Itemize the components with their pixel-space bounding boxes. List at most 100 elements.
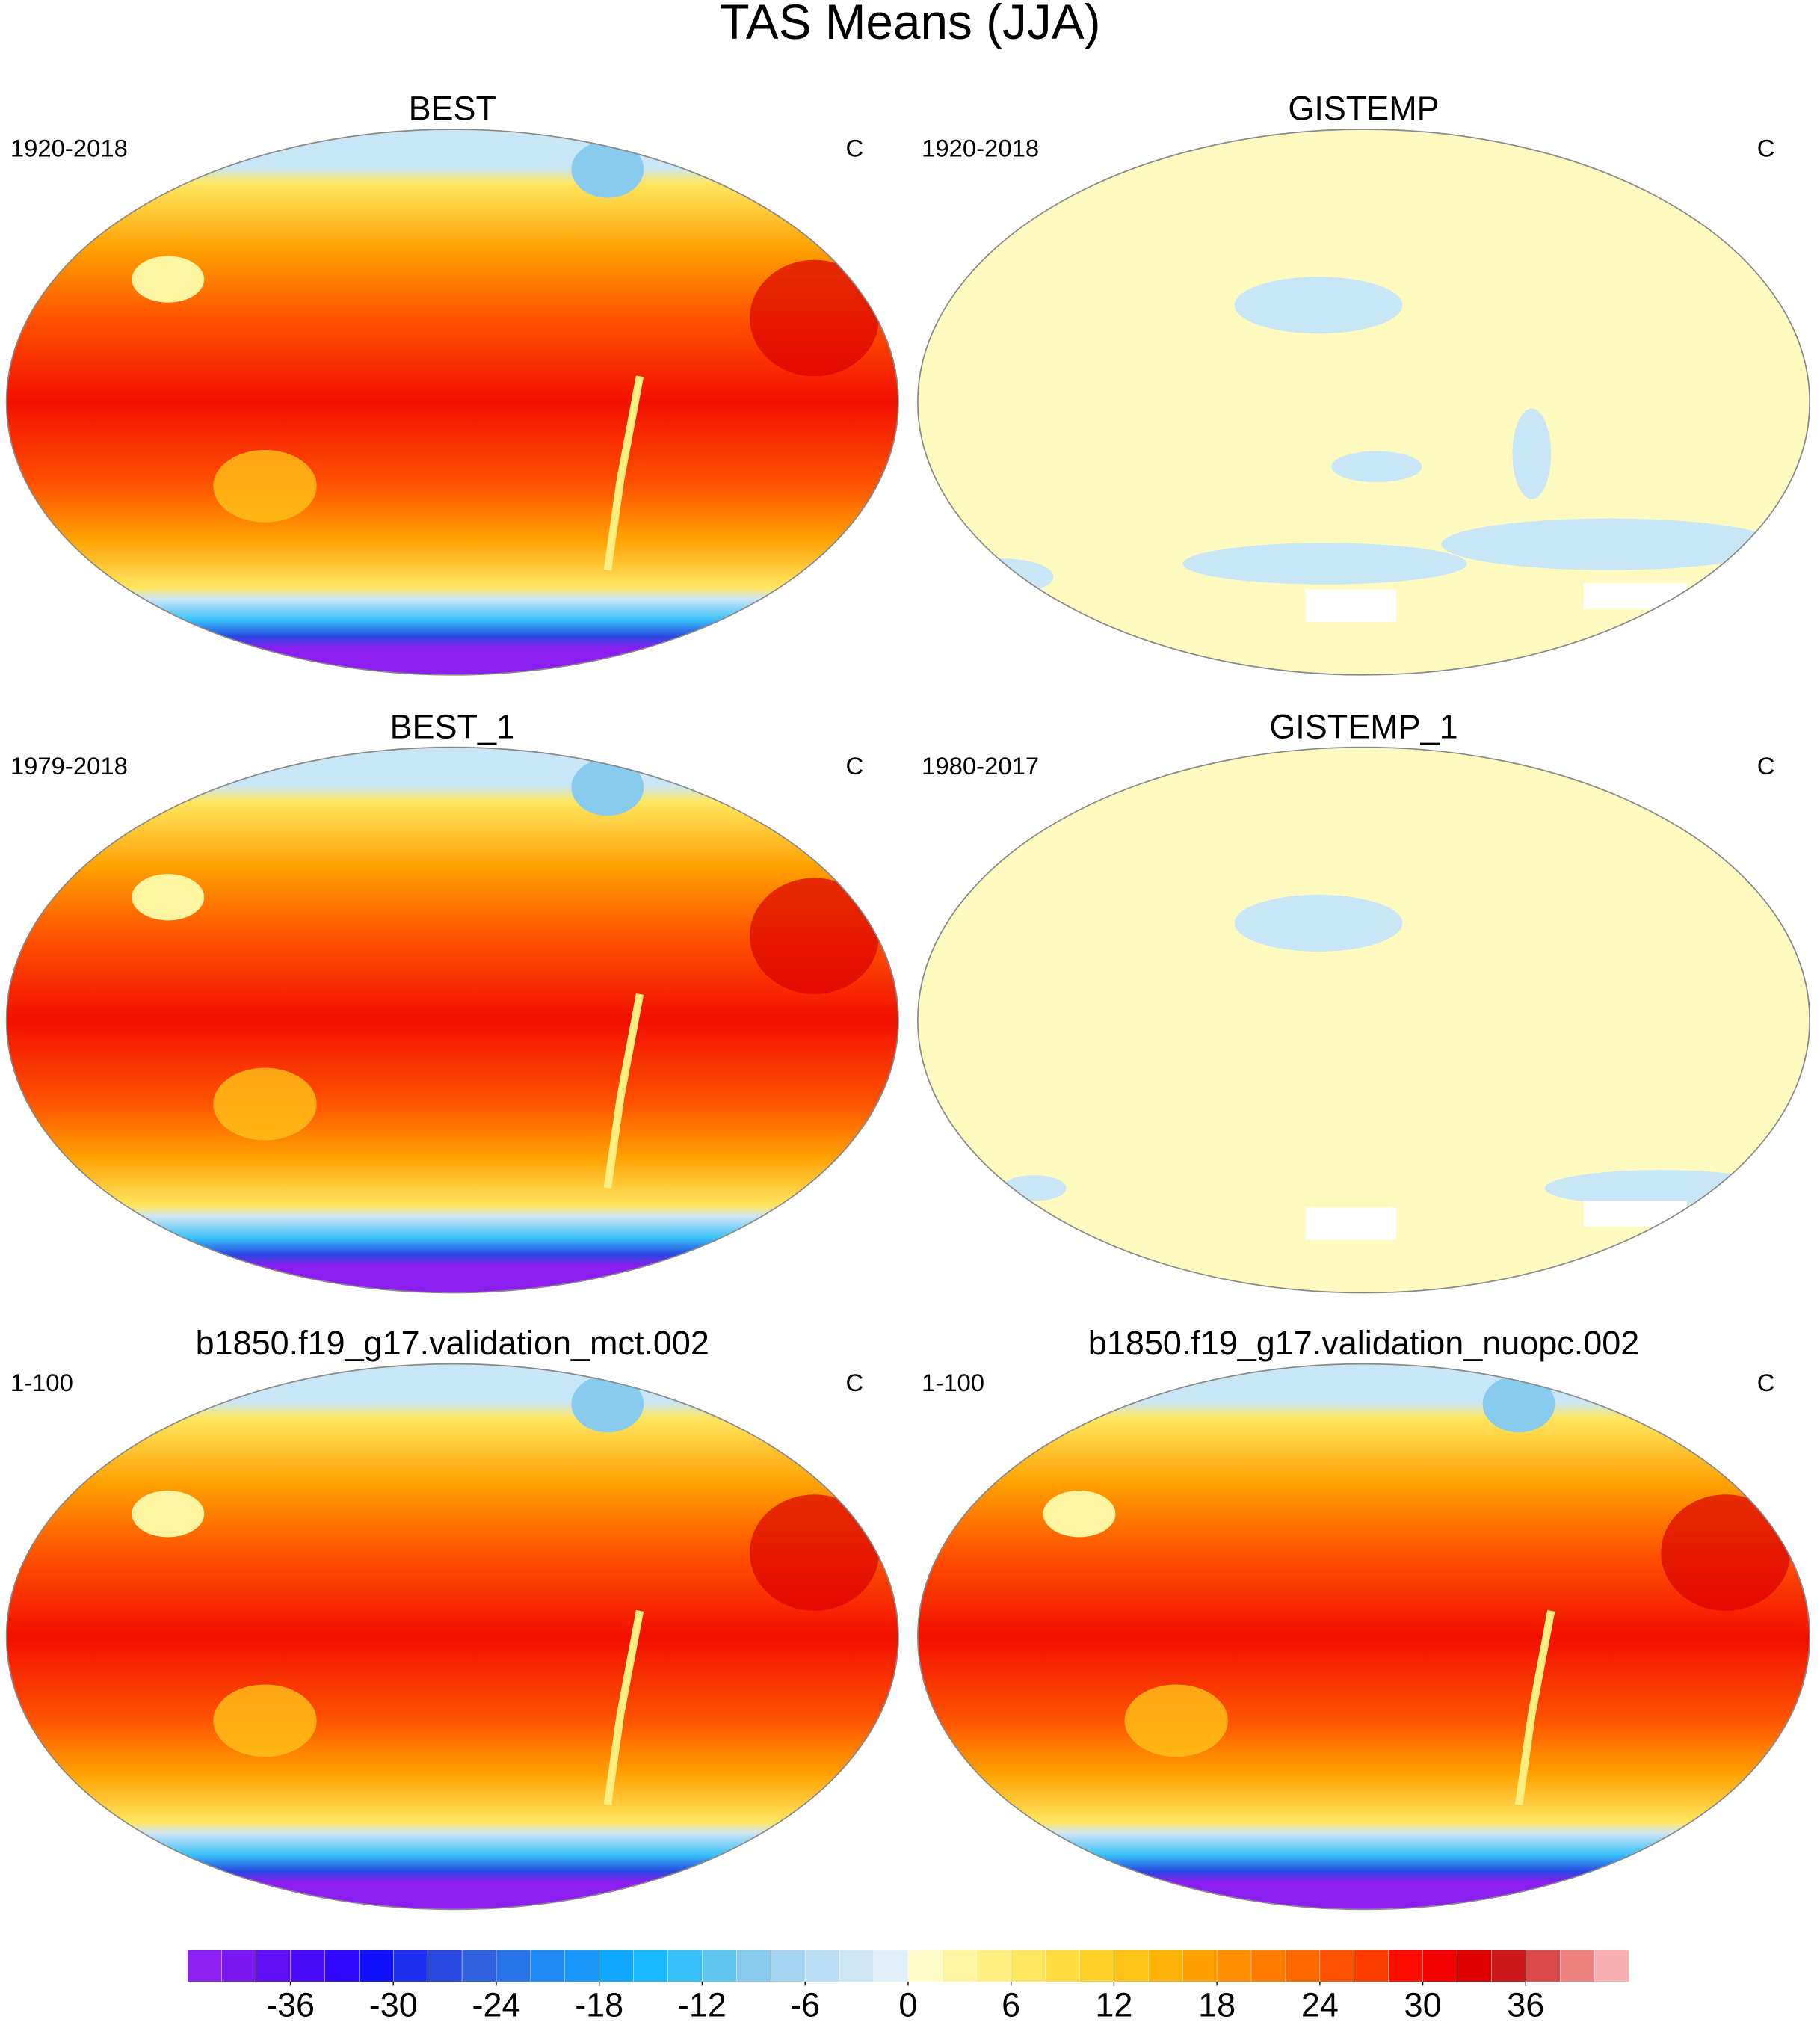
colorbar-box xyxy=(1422,1949,1458,1982)
colorbar-box xyxy=(1079,1949,1115,1982)
colorbar-box xyxy=(1216,1949,1252,1982)
colorbar-box xyxy=(633,1949,669,1982)
panel-right-label: C xyxy=(846,1369,864,1396)
map-field xyxy=(917,129,1810,675)
colorbar-box xyxy=(736,1949,772,1982)
andes xyxy=(603,993,644,1189)
australia xyxy=(213,449,317,523)
map-outline xyxy=(5,746,899,1294)
colorbar-tick-label: 6 xyxy=(1002,1986,1020,2024)
colorbar-box xyxy=(1011,1949,1046,1982)
tibet xyxy=(132,1491,205,1538)
colorbar-tick-label: -18 xyxy=(575,1986,623,2024)
australia xyxy=(213,1067,317,1141)
map-panel: BEST 1920-2018 C xyxy=(5,90,899,676)
panel-left-label: 1-100 xyxy=(922,1369,984,1396)
panel-title: GISTEMP_1 xyxy=(1269,707,1457,745)
colorbar-box xyxy=(530,1949,566,1982)
colorbar-box xyxy=(907,1949,943,1982)
colorbar-tick-label: -24 xyxy=(472,1986,520,2024)
colorbar-tick-label: -12 xyxy=(678,1986,727,2024)
colorbar-box xyxy=(1250,1949,1286,1982)
sahara xyxy=(750,1494,879,1611)
colorbar-tick-label: 0 xyxy=(898,1986,917,2024)
colorbar-box xyxy=(702,1949,738,1982)
colorbar-tick-label: -30 xyxy=(369,1986,418,2024)
missing-data xyxy=(1305,1207,1396,1240)
panel-right-label: C xyxy=(846,752,864,780)
colorbar-tick-label: 30 xyxy=(1404,1986,1442,2024)
colorbar-box xyxy=(1559,1949,1595,1982)
panel-left-label: 1920-2018 xyxy=(922,134,1039,161)
map-panel: BEST_1 1979-2018 C xyxy=(5,707,899,1294)
andes xyxy=(603,1609,644,1806)
map-background xyxy=(917,747,1810,1293)
map-background xyxy=(6,1363,898,1910)
panel-right-label: C xyxy=(846,134,864,161)
colorbar-box xyxy=(187,1949,223,1982)
colorbar-box xyxy=(1491,1949,1527,1982)
anomaly-blob xyxy=(1544,1170,1777,1206)
tibet xyxy=(132,874,205,921)
map-panel: GISTEMP 1920-2018 C xyxy=(917,90,1811,676)
map-field xyxy=(6,747,898,1293)
greenland xyxy=(571,141,644,198)
anomaly-blob xyxy=(1512,408,1552,499)
panel-title: BEST xyxy=(409,90,496,128)
colorbar-tick-label: -6 xyxy=(790,1986,820,2024)
andes xyxy=(1514,1609,1555,1806)
colorbar-box xyxy=(256,1949,291,1982)
panel-left-label: 1-100 xyxy=(10,1369,73,1396)
anomaly-blob xyxy=(1331,451,1422,483)
map-field xyxy=(917,1363,1810,1910)
panel-left-label: 1920-2018 xyxy=(10,134,128,161)
missing-data xyxy=(1305,589,1396,622)
colorbar-box xyxy=(976,1949,1012,1982)
colorbar-box xyxy=(290,1949,326,1982)
colorbar-box xyxy=(221,1949,257,1982)
colorbar-box xyxy=(392,1949,428,1982)
anomaly-blob xyxy=(950,558,1054,595)
greenland xyxy=(1482,1375,1555,1433)
colorbar-box xyxy=(873,1949,909,1982)
missing-data xyxy=(1583,583,1687,609)
map-field xyxy=(6,129,898,675)
greenland xyxy=(571,759,644,816)
tibet xyxy=(132,256,205,303)
colorbar: -36 -30 -24 -18 -12 -6 0 6 12 18 24 30 36 xyxy=(187,1949,1629,2024)
colorbar-box xyxy=(1354,1949,1389,1982)
colorbar-box xyxy=(496,1949,531,1982)
colorbar-box xyxy=(359,1949,395,1982)
andes xyxy=(603,375,644,571)
map-background xyxy=(6,129,898,675)
panel-left-label: 1980-2017 xyxy=(922,752,1039,780)
panels: BEST 1920-2018 C GISTEMP 1920-2018 C BEST_1 197… xyxy=(5,90,1811,1911)
anomaly-blob xyxy=(1234,894,1403,952)
map-outline xyxy=(917,746,1811,1294)
australia xyxy=(1124,1684,1228,1757)
panel-left-label: 1979-2018 xyxy=(10,752,128,780)
colorbar-box xyxy=(942,1949,978,1982)
colorbar-box xyxy=(804,1949,840,1982)
colorbar-box xyxy=(1148,1949,1183,1982)
colorbar-box xyxy=(461,1949,497,1982)
australia xyxy=(213,1684,317,1757)
map-panel: b1850.f19_g17.validation_nuopc.002 1-100 C xyxy=(917,1324,1811,1911)
colorbar-tick-label: 18 xyxy=(1198,1986,1236,2024)
missing-data xyxy=(1583,1201,1687,1227)
colorbar-tick-label: 24 xyxy=(1301,1986,1339,2024)
sahara xyxy=(750,259,879,377)
map-background xyxy=(6,747,898,1293)
panel-title: BEST_1 xyxy=(390,707,515,745)
map-outline xyxy=(5,1363,899,1911)
greenland xyxy=(571,1375,644,1433)
panel-title: b1850.f19_g17.validation_nuopc.002 xyxy=(1088,1324,1639,1362)
map-panel: b1850.f19_g17.validation_mct.002 1-100 C xyxy=(5,1324,899,1911)
panel-right-label: C xyxy=(1757,1369,1775,1396)
colorbar-box xyxy=(1114,1949,1150,1982)
colorbar-box xyxy=(667,1949,703,1982)
map-background xyxy=(917,1363,1810,1910)
colorbar-box xyxy=(324,1949,360,1982)
